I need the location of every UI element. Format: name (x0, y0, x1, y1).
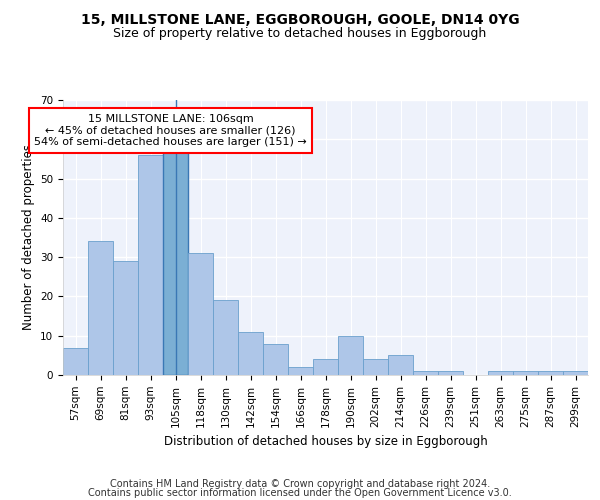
Bar (488, 371, 513, 375)
Bar (63, 348, 88, 375)
Bar (163, 151, 188, 375)
Bar (363, 360, 388, 375)
Bar (288, 367, 313, 375)
Bar (88, 242, 113, 375)
Bar (113, 261, 138, 375)
Bar (138, 155, 163, 375)
Bar (313, 360, 338, 375)
Text: 15, MILLSTONE LANE, EGGBOROUGH, GOOLE, DN14 0YG: 15, MILLSTONE LANE, EGGBOROUGH, GOOLE, D… (80, 12, 520, 26)
Bar (188, 253, 213, 375)
Text: 15 MILLSTONE LANE: 106sqm
← 45% of detached houses are smaller (126)
54% of semi: 15 MILLSTONE LANE: 106sqm ← 45% of detac… (34, 114, 307, 147)
Text: Contains HM Land Registry data © Crown copyright and database right 2024.: Contains HM Land Registry data © Crown c… (110, 479, 490, 489)
X-axis label: Distribution of detached houses by size in Eggborough: Distribution of detached houses by size … (164, 435, 487, 448)
Bar (238, 332, 263, 375)
Text: Contains public sector information licensed under the Open Government Licence v3: Contains public sector information licen… (88, 488, 512, 498)
Bar (413, 371, 438, 375)
Bar (513, 371, 538, 375)
Bar (263, 344, 288, 375)
Bar (538, 371, 563, 375)
Bar (213, 300, 238, 375)
Bar (563, 371, 588, 375)
Bar (388, 356, 413, 375)
Text: Size of property relative to detached houses in Eggborough: Size of property relative to detached ho… (113, 28, 487, 40)
Bar (438, 371, 463, 375)
Y-axis label: Number of detached properties: Number of detached properties (22, 144, 35, 330)
Bar (338, 336, 363, 375)
